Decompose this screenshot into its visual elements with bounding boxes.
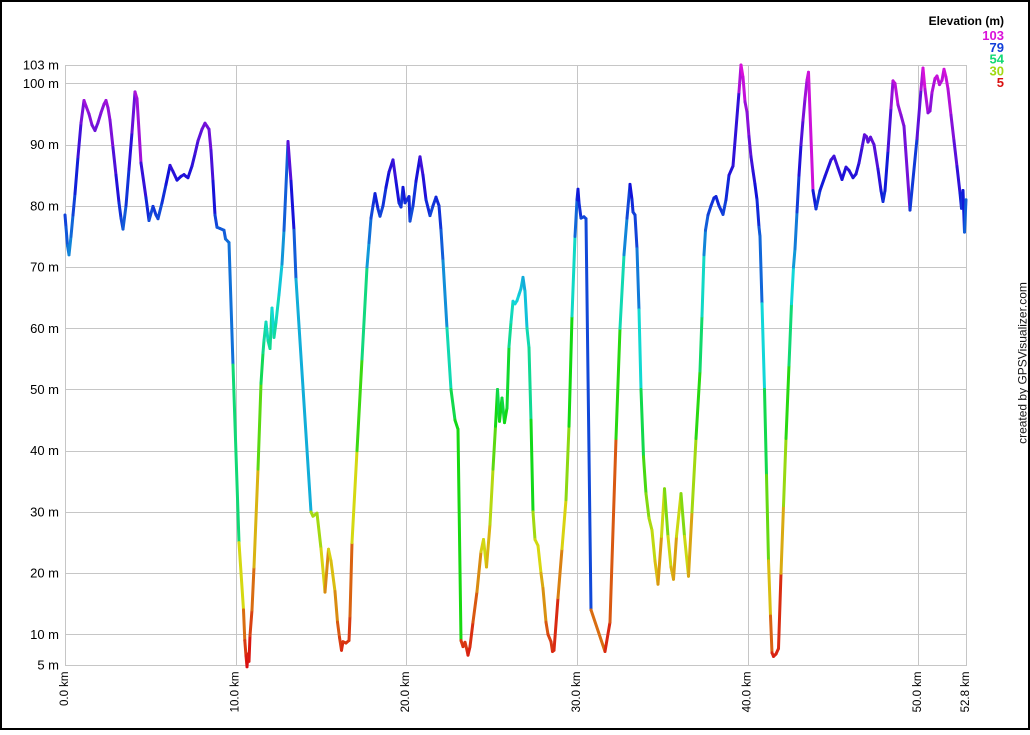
svg-text:103 m: 103 m xyxy=(23,58,59,73)
svg-text:0.0 km: 0.0 km xyxy=(59,672,71,707)
svg-text:103: 103 xyxy=(982,28,1004,43)
svg-text:40 m: 40 m xyxy=(30,443,59,458)
svg-text:Elevation (m): Elevation (m) xyxy=(929,14,1004,28)
svg-text:50.0 km: 50.0 km xyxy=(912,672,924,713)
svg-text:40.0 km: 40.0 km xyxy=(742,672,754,713)
svg-text:79: 79 xyxy=(990,40,1004,55)
svg-text:10.0 km: 10.0 km xyxy=(230,672,242,713)
svg-text:10 m: 10 m xyxy=(30,627,59,642)
svg-text:52.8 km: 52.8 km xyxy=(960,672,972,713)
svg-text:60 m: 60 m xyxy=(30,321,59,336)
svg-text:30 m: 30 m xyxy=(30,504,59,519)
svg-text:54: 54 xyxy=(990,52,1005,67)
svg-text:100 m: 100 m xyxy=(23,76,59,91)
svg-text:50 m: 50 m xyxy=(30,382,59,397)
svg-text:created by GPSVisualizer.com: created by GPSVisualizer.com xyxy=(1016,282,1030,444)
svg-text:5: 5 xyxy=(997,75,1004,90)
svg-text:90 m: 90 m xyxy=(30,137,59,152)
svg-text:70 m: 70 m xyxy=(30,260,59,275)
svg-text:5 m: 5 m xyxy=(37,658,59,673)
svg-text:80 m: 80 m xyxy=(30,198,59,213)
svg-text:20 m: 20 m xyxy=(30,566,59,581)
svg-text:20.0 km: 20.0 km xyxy=(400,672,412,713)
svg-text:30: 30 xyxy=(990,63,1004,78)
svg-text:30.0 km: 30.0 km xyxy=(571,672,583,713)
